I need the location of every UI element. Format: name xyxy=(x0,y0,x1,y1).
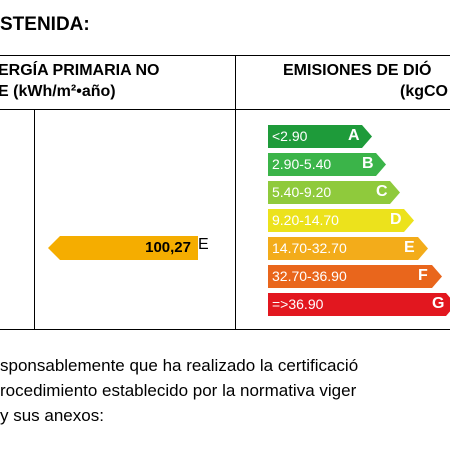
rating-bar-f: 32.70-36.90 F xyxy=(268,265,442,288)
rating-bar-letter: G xyxy=(432,295,445,312)
rating-bar-b: 2.90-5.40 B xyxy=(268,153,386,176)
energy-marker-arrow-shape xyxy=(48,236,198,260)
rating-bar-shape xyxy=(268,181,400,204)
rating-bar-letter: D xyxy=(390,211,402,228)
rating-bar-letter: B xyxy=(362,155,374,172)
rating-bar-range: 14.70-32.70 xyxy=(272,240,347,256)
rating-bar-shape xyxy=(268,237,428,260)
rating-table: ERGÍA PRIMARIA NO E (kWh/m²•año) EMISION… xyxy=(0,55,450,330)
primary-energy-header-line1: ERGÍA PRIMARIA NO xyxy=(0,62,160,79)
emissions-header-line1: EMISIONES DE DIÓ xyxy=(283,62,432,79)
rating-bar-g: =>36.90 G xyxy=(268,293,450,316)
rating-bar-range: 32.70-36.90 xyxy=(272,268,347,284)
rating-bar-a: <2.90 A xyxy=(268,125,372,148)
rating-bar-c: 5.40-9.20 C xyxy=(268,181,400,204)
rating-bar-range: 9.20-14.70 xyxy=(272,212,339,228)
rating-bar-d: 9.20-14.70 D xyxy=(268,209,414,232)
primary-energy-marker: 100,27 xyxy=(48,236,198,260)
rating-bar-shape xyxy=(268,153,386,176)
declaration-text-line1: sponsablemente que ha realizado la certi… xyxy=(0,356,359,375)
rating-bar-range: =>36.90 xyxy=(272,296,324,312)
table-column-divider-middle xyxy=(235,56,236,329)
rating-bar-shape xyxy=(268,125,372,148)
rating-bar-e: 14.70-32.70 E xyxy=(268,237,428,260)
rating-bar-range: 5.40-9.20 xyxy=(272,184,332,200)
rating-bar-shape xyxy=(268,209,414,232)
table-column-divider-left xyxy=(34,109,35,329)
table-header-divider xyxy=(0,109,450,110)
rating-bar-letter: E xyxy=(404,239,415,256)
section-heading: STENIDA: xyxy=(0,14,90,35)
rating-bar-letter: A xyxy=(348,127,360,144)
energy-marker-value: 100,27 xyxy=(145,239,191,256)
rating-bar-letter: F xyxy=(418,267,428,284)
emissions-header-line2: (kgCO xyxy=(400,83,448,100)
declaration-text-line2: rocedimiento establecido por la normativ… xyxy=(0,381,357,400)
rating-bar-range: <2.90 xyxy=(272,128,308,144)
declaration-text-line3: y sus anexos: xyxy=(0,406,104,425)
primary-energy-header-line2: E (kWh/m²•año) xyxy=(0,83,116,100)
rating-bar-shape xyxy=(268,293,450,316)
rating-bar-letter: C xyxy=(376,183,388,200)
rating-bar-shape xyxy=(268,265,442,288)
energy-marker-letter: E xyxy=(198,236,209,253)
rating-bar-range: 2.90-5.40 xyxy=(272,156,332,172)
